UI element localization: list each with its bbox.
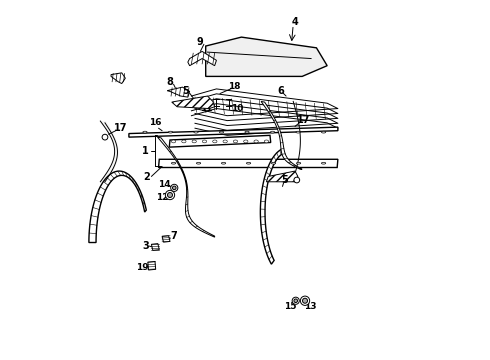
Ellipse shape xyxy=(296,162,301,164)
Text: 3: 3 xyxy=(142,241,149,251)
Ellipse shape xyxy=(143,131,147,133)
Text: 12: 12 xyxy=(156,193,169,202)
Ellipse shape xyxy=(169,131,172,133)
Polygon shape xyxy=(206,37,327,76)
Circle shape xyxy=(102,134,108,140)
Ellipse shape xyxy=(246,162,251,164)
Polygon shape xyxy=(148,261,156,270)
Polygon shape xyxy=(157,137,215,237)
Text: 2: 2 xyxy=(144,172,150,182)
Ellipse shape xyxy=(271,162,276,164)
Circle shape xyxy=(294,299,297,302)
Ellipse shape xyxy=(182,140,186,143)
Text: 10: 10 xyxy=(231,104,244,113)
Ellipse shape xyxy=(196,162,201,164)
Text: 9: 9 xyxy=(197,37,204,48)
Ellipse shape xyxy=(220,131,223,133)
Ellipse shape xyxy=(264,140,269,143)
Polygon shape xyxy=(167,87,190,97)
Text: 17: 17 xyxy=(114,123,127,133)
Text: 14: 14 xyxy=(158,180,171,189)
Polygon shape xyxy=(267,171,298,182)
Polygon shape xyxy=(151,244,159,250)
Text: 5: 5 xyxy=(281,175,288,185)
Ellipse shape xyxy=(172,140,176,143)
Text: 6: 6 xyxy=(277,86,284,96)
Ellipse shape xyxy=(202,140,207,143)
Ellipse shape xyxy=(254,140,258,143)
Circle shape xyxy=(165,190,174,200)
Circle shape xyxy=(168,193,172,198)
Polygon shape xyxy=(129,127,338,137)
Ellipse shape xyxy=(321,131,326,133)
Polygon shape xyxy=(172,96,215,109)
Ellipse shape xyxy=(244,140,248,143)
Text: 18: 18 xyxy=(228,82,241,91)
Text: 8: 8 xyxy=(167,77,173,87)
Circle shape xyxy=(300,296,310,305)
Text: 11: 11 xyxy=(199,104,212,113)
Ellipse shape xyxy=(192,140,196,143)
Polygon shape xyxy=(111,73,125,84)
Circle shape xyxy=(302,298,308,303)
Polygon shape xyxy=(188,51,217,66)
Circle shape xyxy=(171,184,178,192)
Ellipse shape xyxy=(223,140,227,143)
Polygon shape xyxy=(89,171,147,243)
Text: 16: 16 xyxy=(149,118,162,127)
Polygon shape xyxy=(159,159,338,167)
Text: 15: 15 xyxy=(285,302,297,311)
Polygon shape xyxy=(260,149,284,264)
Circle shape xyxy=(172,186,176,190)
Ellipse shape xyxy=(270,131,275,133)
Circle shape xyxy=(294,177,300,183)
Ellipse shape xyxy=(233,140,238,143)
Ellipse shape xyxy=(172,162,176,164)
Ellipse shape xyxy=(321,162,326,164)
Ellipse shape xyxy=(213,140,217,143)
Text: 13: 13 xyxy=(304,302,316,311)
Polygon shape xyxy=(162,236,170,242)
Ellipse shape xyxy=(296,131,300,133)
Circle shape xyxy=(292,297,299,304)
Polygon shape xyxy=(169,135,270,147)
Ellipse shape xyxy=(194,131,198,133)
Ellipse shape xyxy=(221,162,226,164)
Ellipse shape xyxy=(245,131,249,133)
Text: 7: 7 xyxy=(170,231,177,242)
Polygon shape xyxy=(261,102,302,169)
Text: 4: 4 xyxy=(292,17,298,27)
Text: 5: 5 xyxy=(183,86,190,96)
Text: 19: 19 xyxy=(136,263,148,272)
Text: 17: 17 xyxy=(297,115,311,125)
Text: 1: 1 xyxy=(142,147,148,157)
